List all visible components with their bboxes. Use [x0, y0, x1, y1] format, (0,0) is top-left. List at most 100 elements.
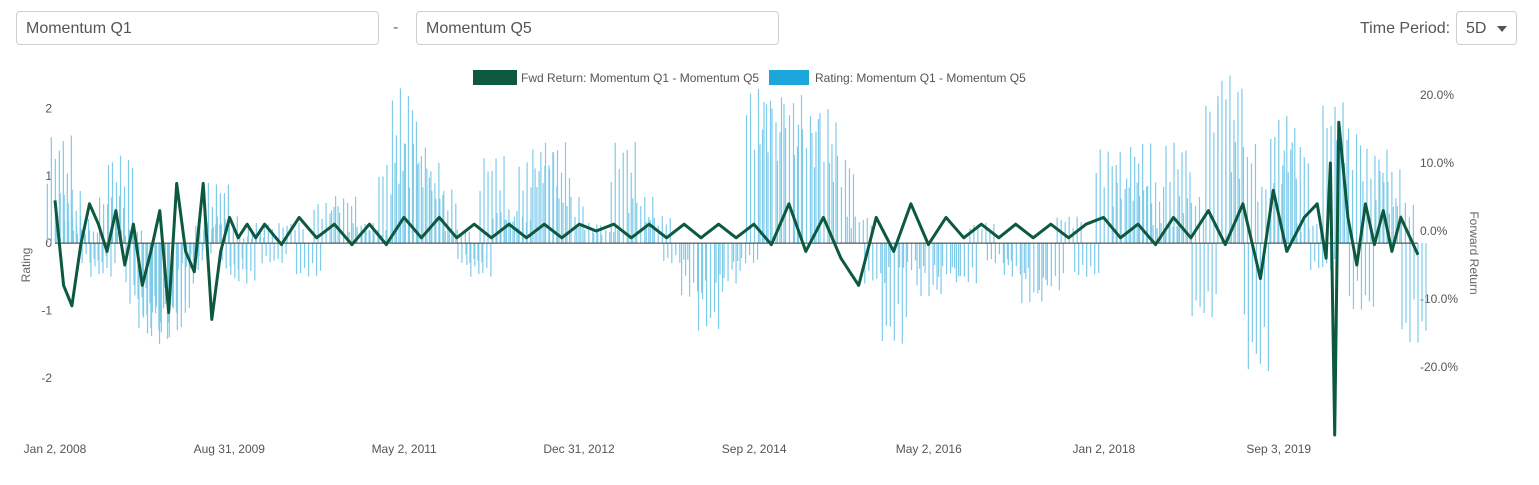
rating-bar [897, 243, 899, 305]
rating-bar [72, 230, 75, 244]
rating-bar [62, 141, 64, 244]
rating-bar [1352, 243, 1355, 310]
rating-bar [495, 158, 497, 244]
rating-bar [181, 243, 183, 263]
rating-bar [212, 226, 214, 244]
rating-bar [1205, 105, 1207, 244]
rating-bar [1142, 143, 1144, 244]
rating-bar [227, 184, 229, 244]
rating-bar [701, 243, 704, 300]
rating-bar [307, 243, 310, 277]
rating-bar [110, 243, 112, 277]
rating-bar [1291, 142, 1293, 244]
rating-bar [701, 243, 703, 293]
rating-bar [317, 204, 319, 244]
rating-bar [281, 243, 283, 263]
rating-bar [444, 231, 446, 244]
rating-bar [731, 243, 733, 270]
rating-bar [1339, 138, 1342, 244]
rating-bar [1233, 120, 1235, 244]
rating-bar [242, 243, 244, 270]
rating-bar [570, 196, 572, 244]
rating-bar [66, 173, 68, 244]
rating-bar [477, 243, 479, 261]
rating-bar [1409, 243, 1411, 343]
rating-bar [1202, 216, 1205, 244]
rating-bar [1283, 150, 1285, 244]
rating-bar [1320, 229, 1322, 244]
rating-bar [50, 137, 52, 244]
legend-label-return[interactable]: Fwd Return: Momentum Q1 - Momentum Q5 [521, 71, 759, 85]
rating-bar [87, 219, 90, 244]
rating-bar [251, 230, 253, 244]
rating-bar [398, 183, 400, 244]
rating-bar [177, 243, 179, 270]
rating-bar [809, 116, 812, 244]
rating-bar [299, 243, 302, 274]
y-axis-right: 20.0% 10.0% 0.0% -10.0% -20.0% [1420, 88, 1458, 374]
rating-bar [1111, 166, 1113, 244]
rating-bar [630, 172, 632, 244]
x-tick: Aug 31, 2009 [194, 442, 266, 456]
rating-bar [1003, 243, 1005, 275]
rating-bar [719, 243, 721, 275]
rating-bar [482, 243, 484, 274]
rating-bar [1399, 169, 1401, 244]
rating-bar [1146, 186, 1148, 244]
rating-bar [1116, 182, 1118, 244]
rating-bar [640, 206, 642, 244]
y-tick-right: 10.0% [1420, 156, 1454, 170]
rating-bar [634, 142, 636, 244]
series-a-input[interactable]: Momentum Q1 [16, 11, 379, 45]
series-a-value: Momentum Q1 [26, 20, 132, 37]
series-b-input[interactable]: Momentum Q5 [416, 11, 779, 45]
rating-bar [522, 190, 524, 244]
rating-bar [468, 231, 470, 244]
rating-bar [215, 224, 217, 244]
rating-bar [195, 225, 197, 244]
rating-bar [1150, 203, 1153, 244]
rating-bar [220, 223, 222, 244]
rating-bar [1119, 152, 1121, 244]
rating-bar [893, 243, 895, 341]
rating-bar [1078, 243, 1080, 275]
rating-bar [1215, 243, 1217, 294]
rating-bar [1304, 223, 1306, 244]
rating-bar [101, 243, 103, 263]
rating-bar [584, 229, 586, 244]
time-period-select[interactable]: 5D [1456, 11, 1517, 45]
rating-bar [1156, 228, 1158, 244]
rating-bar [452, 233, 454, 244]
rating-bar [138, 243, 140, 328]
rating-bar [564, 142, 567, 244]
rating-bar [1185, 150, 1187, 244]
rating-bar [321, 218, 323, 244]
rating-bar [123, 186, 126, 244]
rating-bar [1386, 149, 1388, 244]
rating-bar [783, 104, 785, 244]
rating-bar [977, 224, 979, 244]
rating-bar [819, 113, 821, 244]
rating-bar [679, 243, 681, 263]
rating-bar [963, 243, 965, 277]
rating-bar [1257, 201, 1259, 244]
rating-bar [536, 187, 538, 244]
rating-bar [971, 243, 973, 268]
rating-bar [906, 243, 909, 262]
rating-bar [265, 243, 267, 257]
rating-bar [1347, 128, 1350, 244]
rating-bar [424, 147, 426, 244]
legend-label-rating[interactable]: Rating: Momentum Q1 - Momentum Q5 [815, 71, 1026, 85]
rating-bar [1132, 200, 1134, 244]
rating-bar [1194, 205, 1197, 244]
rating-bar [866, 217, 868, 244]
rating-bar [1207, 243, 1209, 292]
rating-bar [1176, 226, 1178, 244]
rating-bar [681, 243, 683, 296]
rating-bar [172, 243, 174, 284]
rating-bar [1379, 171, 1381, 244]
rating-bar [832, 181, 835, 244]
rating-bar [140, 230, 142, 244]
rating-bar [465, 243, 467, 255]
rating-bar [439, 198, 441, 244]
